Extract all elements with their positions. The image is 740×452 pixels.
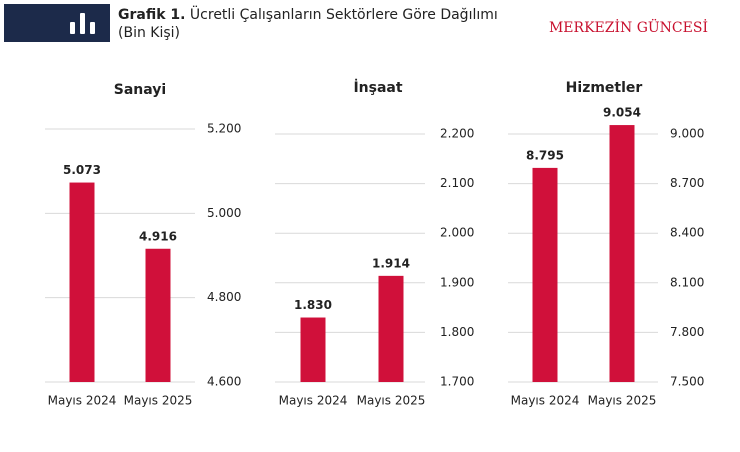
y-tick-label: 1.900 xyxy=(440,275,474,289)
y-tick-label: 2.000 xyxy=(440,226,474,240)
header-title: Ücretli Çalışanların Sektörlere Göre Dağ… xyxy=(190,5,498,23)
x-tick-label: Mayıs 2025 xyxy=(124,394,193,408)
y-tick-label: 2.100 xyxy=(440,176,474,190)
y-tick-label: 7.500 xyxy=(670,375,704,389)
x-tick-label: Mayıs 2024 xyxy=(279,394,348,408)
y-tick-label: 9.000 xyxy=(670,127,704,141)
y-tick-label: 8.700 xyxy=(670,176,704,190)
bar xyxy=(69,182,95,382)
header-unit: (Bin Kişi) xyxy=(118,25,180,41)
bar xyxy=(145,248,171,382)
bar xyxy=(609,125,635,383)
y-tick-label: 8.400 xyxy=(670,226,704,240)
header-title-line: Grafik 1. Ücretli Çalışanların Sektörler… xyxy=(118,5,498,23)
y-tick-label: 7.800 xyxy=(670,325,704,339)
x-tick-label: Mayıs 2024 xyxy=(48,394,117,408)
value-label: 8.795 xyxy=(526,148,564,162)
bar xyxy=(300,317,326,382)
chart-title: İnşaat xyxy=(353,79,402,96)
y-tick-label: 5.200 xyxy=(207,122,241,136)
value-label: 5.073 xyxy=(63,163,101,177)
y-tick-label: 5.000 xyxy=(207,206,241,220)
y-tick-label: 1.800 xyxy=(440,325,474,339)
y-tick-label: 8.100 xyxy=(670,275,704,289)
y-tick-label: 4.800 xyxy=(207,290,241,304)
x-tick-label: Mayıs 2025 xyxy=(588,394,657,408)
bar xyxy=(378,275,404,382)
x-tick-label: Mayıs 2025 xyxy=(357,394,426,408)
value-label: 1.914 xyxy=(372,256,410,270)
y-tick-label: 4.600 xyxy=(207,375,241,389)
header-label: Grafik 1. xyxy=(118,7,185,23)
bar xyxy=(532,167,558,382)
value-label: 1.830 xyxy=(294,298,332,312)
y-tick-label: 1.700 xyxy=(440,375,474,389)
header-icon xyxy=(70,13,95,34)
chart-title: Sanayi xyxy=(114,82,166,98)
value-label: 9.054 xyxy=(603,106,641,120)
value-label: 4.916 xyxy=(139,229,177,243)
chart-title: Hizmetler xyxy=(566,80,643,96)
x-tick-label: Mayıs 2024 xyxy=(511,394,580,408)
brand: MERKEZİN GÜNCESİ xyxy=(549,18,708,36)
y-tick-label: 2.200 xyxy=(440,127,474,141)
